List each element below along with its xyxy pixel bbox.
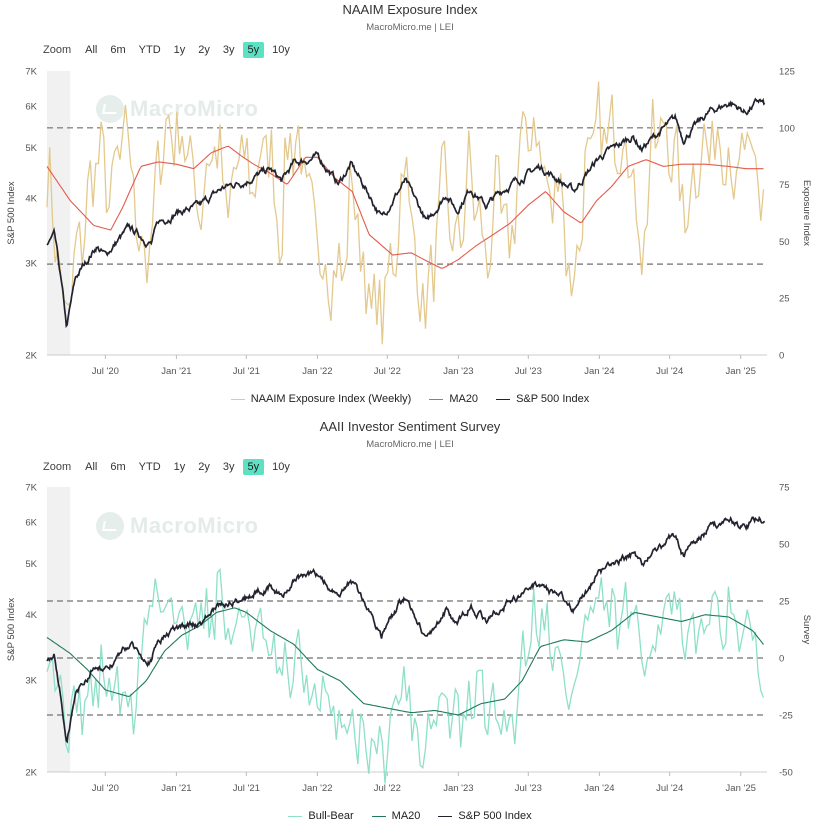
naaim-chart: 2K 3K 4K 5K 6K 7K 0 25 50 75 100 125 S&P 500 Index Ex… bbox=[6, 67, 812, 378]
zoom-bar-aaii: Zoom All 6m YTD 1y 2y 3y 5y 10y bbox=[43, 459, 298, 475]
right-tick-label: 0 bbox=[779, 351, 784, 362]
left-tick-label: 5K bbox=[25, 559, 37, 570]
right-axis-title: Exposure Index bbox=[801, 180, 812, 246]
zoom-ytd-button[interactable]: YTD bbox=[138, 461, 161, 473]
legend-item-ma20[interactable]: MA20 bbox=[371, 810, 420, 822]
shaded-region bbox=[47, 71, 71, 355]
chart-subtitle-naaim: MacroMicro.me | LEI bbox=[366, 22, 454, 33]
series-spx-line bbox=[46, 97, 766, 329]
zoom-6m-button[interactable]: 6m bbox=[110, 461, 126, 473]
right-tick-label: 50 bbox=[779, 237, 790, 248]
x-tick-label: Jan '22 bbox=[302, 366, 332, 377]
zoom-label: Zoom bbox=[43, 461, 72, 473]
left-tick-label: 7K bbox=[25, 483, 37, 494]
left-tick-label: 5K bbox=[25, 143, 37, 154]
zoom-1y-button[interactable]: 1y bbox=[173, 461, 186, 473]
x-tick-label: Jul '22 bbox=[374, 783, 401, 794]
x-tick-label: Jul '21 bbox=[233, 783, 260, 794]
zoom-all-button[interactable]: All bbox=[85, 461, 98, 473]
right-tick-label: 0 bbox=[779, 654, 784, 665]
series-ma20-line bbox=[46, 607, 764, 716]
legend-item-spx[interactable]: S&P 500 Index bbox=[496, 393, 589, 405]
x-tick-label: Jul '24 bbox=[656, 783, 683, 794]
left-tick-label: 2K bbox=[25, 351, 37, 362]
legend-aaii: Bull-Bear MA20 S&P 500 Index bbox=[0, 810, 820, 822]
zoom-10y-button[interactable]: 10y bbox=[272, 461, 290, 473]
watermark-text: MacroMicro bbox=[130, 96, 259, 121]
x-tick-label: Jan '23 bbox=[443, 783, 473, 794]
left-tick-label: 7K bbox=[25, 67, 37, 78]
zoom-3y-button[interactable]: 3y bbox=[222, 461, 235, 473]
left-axis-title: S&P 500 Index bbox=[6, 598, 17, 661]
legend-item-bull-bear[interactable]: Bull-Bear bbox=[288, 810, 354, 822]
series-ma20-line bbox=[46, 145, 764, 269]
right-tick-label: 75 bbox=[779, 180, 790, 191]
zoom-10y-button[interactable]: 10y bbox=[272, 44, 290, 56]
x-tick-label: Jan '24 bbox=[584, 783, 614, 794]
right-tick-label: 50 bbox=[779, 540, 790, 551]
x-tick-label: Jul '21 bbox=[233, 366, 260, 377]
x-tick-label: Jul '20 bbox=[92, 366, 119, 377]
right-tick-label: 125 bbox=[779, 67, 795, 78]
right-tick-label: 100 bbox=[779, 123, 795, 134]
zoom-bar-naaim: Zoom All 6m YTD 1y 2y 3y 5y 10y bbox=[43, 42, 298, 58]
right-tick-label: -50 bbox=[779, 768, 793, 779]
left-axis-title: S&P 500 Index bbox=[6, 181, 17, 244]
left-tick-label: 4K bbox=[25, 610, 37, 621]
zoom-ytd-button[interactable]: YTD bbox=[138, 44, 161, 56]
zoom-label: Zoom bbox=[43, 44, 72, 56]
legend-item-spx[interactable]: S&P 500 Index bbox=[438, 810, 532, 822]
x-tick-label: Jan '21 bbox=[161, 366, 191, 377]
x-tick-label: Jul '23 bbox=[515, 366, 542, 377]
x-tick-label: Jul '20 bbox=[92, 783, 119, 794]
left-tick-label: 6K bbox=[25, 518, 37, 529]
watermark-logo: MacroMicro bbox=[96, 95, 258, 123]
x-tick-label: Jan '23 bbox=[443, 366, 473, 377]
left-tick-label: 4K bbox=[25, 193, 37, 204]
left-tick-label: 6K bbox=[25, 101, 37, 112]
watermark-logo: MacroMicro bbox=[96, 512, 258, 540]
legend-item-naaim[interactable]: NAAIM Exposure Index (Weekly) bbox=[230, 393, 411, 405]
right-tick-label: 25 bbox=[779, 597, 790, 608]
watermark-text: MacroMicro bbox=[130, 513, 259, 538]
zoom-1y-button[interactable]: 1y bbox=[173, 44, 186, 56]
x-tick-label: Jan '22 bbox=[302, 783, 332, 794]
shaded-region bbox=[47, 487, 71, 772]
left-tick-label: 3K bbox=[25, 259, 37, 270]
left-tick-label: 2K bbox=[25, 768, 37, 779]
zoom-2y-button[interactable]: 2y bbox=[198, 461, 210, 473]
zoom-all-button[interactable]: All bbox=[85, 44, 98, 56]
left-tick-label: 3K bbox=[25, 675, 37, 686]
series-spx-line bbox=[46, 515, 766, 744]
x-tick-label: Jan '21 bbox=[161, 783, 191, 794]
zoom-2y-button[interactable]: 2y bbox=[198, 44, 210, 56]
macromicro-logo-icon bbox=[96, 95, 124, 123]
zoom-5y-button[interactable]: 5y bbox=[242, 459, 265, 475]
chart-title-naaim: NAAIM Exposure Index bbox=[342, 2, 478, 17]
series-primary-line bbox=[46, 567, 765, 784]
x-tick-label: Jan '24 bbox=[584, 366, 614, 377]
right-tick-label: -25 bbox=[779, 711, 793, 722]
x-tick-label: Jul '22 bbox=[374, 366, 401, 377]
zoom-6m-button[interactable]: 6m bbox=[110, 44, 126, 56]
legend-naaim: NAAIM Exposure Index (Weekly) MA20 S&P 5… bbox=[0, 393, 820, 405]
x-tick-label: Jul '24 bbox=[656, 366, 683, 377]
zoom-3y-button[interactable]: 3y bbox=[222, 44, 235, 56]
chart-subtitle-aaii: MacroMicro.me | LEI bbox=[366, 439, 454, 450]
chart-title-aaii: AAII Investor Sentiment Survey bbox=[319, 419, 501, 434]
right-tick-label: 75 bbox=[779, 483, 790, 494]
legend-item-ma20[interactable]: MA20 bbox=[429, 393, 478, 405]
right-tick-label: 25 bbox=[779, 294, 790, 305]
right-axis-title: Survey bbox=[801, 615, 812, 645]
x-tick-label: Jul '23 bbox=[515, 783, 542, 794]
macromicro-logo-icon bbox=[96, 512, 124, 540]
zoom-5y-button[interactable]: 5y bbox=[242, 42, 265, 58]
x-tick-label: Jan '25 bbox=[726, 366, 756, 377]
x-tick-label: Jan '25 bbox=[726, 783, 756, 794]
series-primary-line bbox=[46, 81, 765, 345]
aaii-chart: 2K 3K 4K 5K 6K 7K -50 -25 0 25 50 75 S&P 500 Index Su… bbox=[6, 483, 812, 795]
